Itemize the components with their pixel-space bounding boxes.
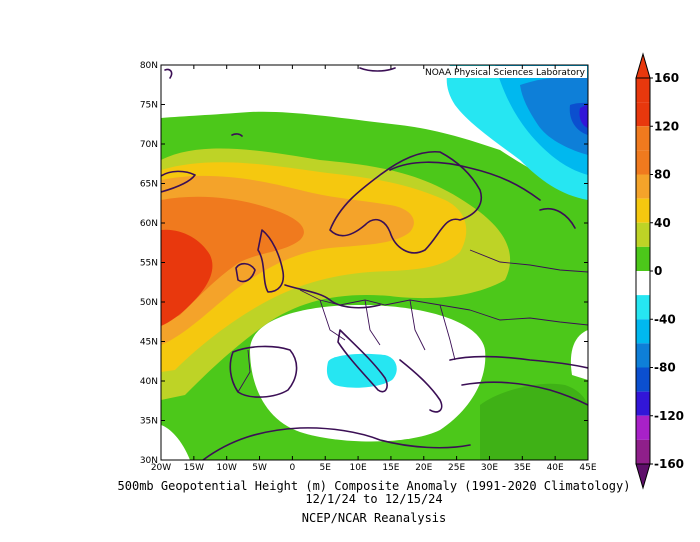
colorbar-label: -80	[654, 361, 676, 375]
colorbar-segment	[636, 439, 650, 464]
colorbar-segment	[636, 78, 650, 103]
lat-tick-label: 30N	[140, 456, 158, 466]
colorbar-segment	[636, 319, 650, 344]
lon-tick-label: 0	[290, 463, 296, 473]
colorbar-segment	[636, 295, 650, 320]
caption-date-range: 12/1/24 to 12/15/24	[305, 492, 442, 506]
lat-tick-label: 40N	[140, 377, 158, 387]
colorbar-segment	[636, 150, 650, 175]
colorbar-segment	[636, 126, 650, 151]
lat-tick-label: 80N	[140, 61, 158, 71]
colorbar-segment	[636, 222, 650, 247]
lon-tick-label: 10E	[350, 463, 367, 473]
colorbar-segment	[636, 367, 650, 392]
colorbar-label: -40	[654, 312, 676, 326]
colorbar-label: 0	[654, 264, 662, 278]
longitude-axis: 20W 15W 10W 5W 0 5E 10E 15E 20E 25E 30E 35E 40E 45E	[151, 65, 597, 473]
colorbar-label: 40	[654, 216, 671, 230]
lon-tick-label: 15W	[184, 463, 204, 473]
colorbar-label: 160	[654, 71, 679, 85]
contour-minus-100	[579, 104, 588, 128]
contour-zero-south-west	[161, 425, 190, 460]
lon-tick-label: 15E	[382, 463, 399, 473]
lat-tick-label: 45N	[140, 338, 158, 348]
colorbar-label: -160	[654, 457, 684, 471]
lon-tick-label: 35E	[514, 463, 531, 473]
colorbar-segment	[636, 174, 650, 199]
colorbar-segment	[636, 271, 650, 296]
colorbar-segment	[636, 415, 650, 440]
contour-plus-40-east	[480, 383, 588, 460]
lat-tick-label: 60N	[140, 219, 158, 229]
colorbar-segment	[636, 391, 650, 416]
colorbar-label: 120	[654, 119, 679, 133]
coastlines	[161, 67, 588, 460]
colorbar: 160 120 80 40 0 -40 -80 -120 -160	[635, 52, 684, 490]
credit-box	[405, 66, 587, 78]
colorbar-segment	[636, 198, 650, 223]
colorbar-top-arrow	[635, 52, 651, 79]
caption-title: 500mb Geopotential Height (m) Composite …	[118, 479, 631, 493]
caption-dataset: NCEP/NCAR Reanalysis	[302, 511, 447, 525]
lon-tick-label: 5E	[320, 463, 332, 473]
colorbar-label: 80	[654, 168, 671, 182]
map-plot-area	[161, 65, 588, 460]
colorbar-segment	[636, 343, 650, 368]
lat-tick-label: 50N	[140, 298, 158, 308]
country-borders	[237, 249, 588, 393]
lat-tick-label: 65N	[140, 180, 158, 190]
colorbar-segment	[636, 246, 650, 271]
lon-tick-label: 20W	[151, 463, 171, 473]
lon-tick-label: 45E	[579, 463, 596, 473]
latitude-axis: 30N 35N 40N 45N 50N 55N 60N 65N 70N 75N 80N	[140, 61, 588, 466]
lat-tick-label: 75N	[140, 101, 158, 111]
credit-text: NOAA Physical Sciences Laboratory	[425, 68, 586, 78]
lon-tick-label: 40E	[547, 463, 564, 473]
contour-minus-60	[520, 76, 588, 155]
colorbar-segment	[636, 102, 650, 127]
lon-tick-label: 25E	[448, 463, 465, 473]
colorbar-bottom-arrow	[635, 463, 651, 490]
lon-tick-label: 20E	[415, 463, 432, 473]
lat-tick-label: 35N	[140, 417, 158, 427]
lat-tick-label: 70N	[140, 140, 158, 150]
contour-plus-140	[161, 229, 213, 326]
lon-tick-label: 5W	[252, 463, 267, 473]
colorbar-label: -120	[654, 409, 684, 423]
lon-tick-label: 10W	[217, 463, 237, 473]
lon-tick-label: 30E	[481, 463, 498, 473]
lat-tick-label: 55N	[140, 259, 158, 269]
